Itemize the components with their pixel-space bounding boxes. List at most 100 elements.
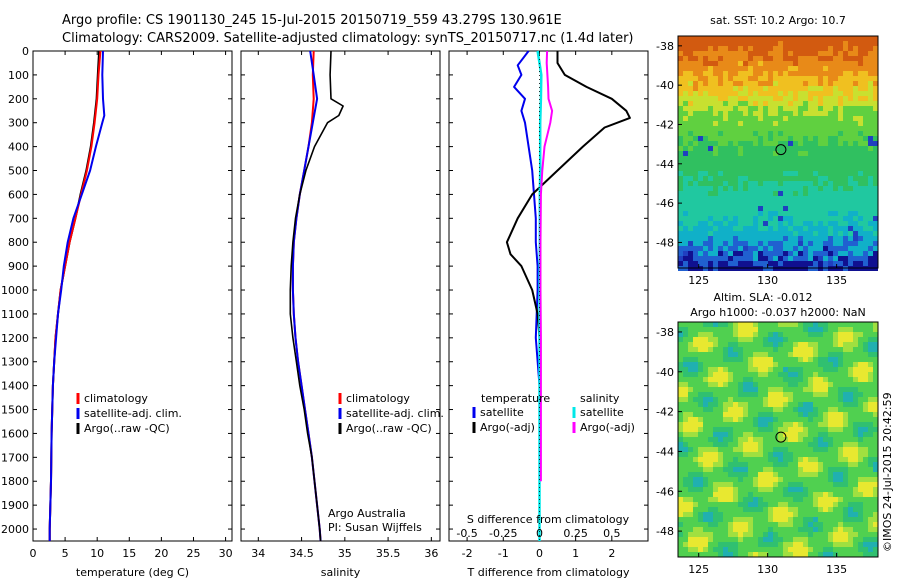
map-cell (728, 432, 733, 437)
map-cell (788, 402, 793, 407)
map-cell (808, 186, 813, 191)
map-cell (808, 362, 813, 367)
map-cell (753, 61, 758, 66)
map-cell (808, 502, 813, 507)
map-cell (833, 106, 838, 111)
map-cell (723, 151, 728, 156)
map-cell (708, 517, 713, 522)
map-cell (863, 332, 868, 337)
map-cell (808, 437, 813, 442)
map-cell (823, 322, 828, 327)
map-cell (783, 136, 788, 141)
map-cell (818, 442, 823, 447)
map-cell (858, 427, 863, 432)
map-cell (748, 36, 753, 41)
map-cell (858, 462, 863, 467)
map-cell (743, 191, 748, 196)
map-cell (823, 337, 828, 342)
map-cell (738, 397, 743, 402)
map-cell (848, 41, 853, 46)
map-cell (858, 532, 863, 537)
map-cell (683, 181, 688, 186)
map-cell (703, 372, 708, 377)
map-cell (803, 226, 808, 231)
map-cell (693, 246, 698, 251)
map-cell (713, 522, 718, 527)
map-cell (798, 261, 803, 266)
map-cell (858, 51, 863, 56)
map-cell (778, 512, 783, 517)
map-cell (768, 246, 773, 251)
map-cell (838, 382, 843, 387)
map-cell (748, 527, 753, 532)
map-cell (778, 507, 783, 512)
map-cell (783, 41, 788, 46)
map-cell (703, 487, 708, 492)
map-cell (813, 141, 818, 146)
map-cell (788, 56, 793, 61)
map-cell (773, 447, 778, 452)
map-cell (678, 402, 683, 407)
map-cell (853, 327, 858, 332)
map-cell (713, 402, 718, 407)
map-cell (798, 141, 803, 146)
map-cell (758, 56, 763, 61)
map-cell (813, 36, 818, 41)
map-cell (818, 492, 823, 497)
map-cell (733, 191, 738, 196)
map-cell (748, 171, 753, 176)
map-cell (693, 146, 698, 151)
map-cell (768, 342, 773, 347)
map-cell (713, 41, 718, 46)
map-cell (863, 231, 868, 236)
map-cell (733, 186, 738, 191)
map-cell (728, 472, 733, 477)
map-cell (718, 552, 723, 557)
map-cell (748, 347, 753, 352)
map-cell (758, 327, 763, 332)
map-cell (858, 347, 863, 352)
map-cell (708, 206, 713, 211)
map-cell (778, 221, 783, 226)
map-cell (863, 432, 868, 437)
map-cell (738, 121, 743, 126)
map-cell (733, 377, 738, 382)
map-cell (818, 367, 823, 372)
map-cell (828, 457, 833, 462)
map-cell (723, 46, 728, 51)
map-cell (848, 161, 853, 166)
map-cell (713, 186, 718, 191)
map-cell (853, 221, 858, 226)
map-cell (873, 537, 878, 542)
map-cell (828, 337, 833, 342)
map-cell (693, 447, 698, 452)
map-cell (753, 422, 758, 427)
map-cell (723, 191, 728, 196)
map-cell (838, 116, 843, 121)
map-cell (708, 472, 713, 477)
map-cell (788, 537, 793, 542)
map-cell (693, 347, 698, 352)
map-cell (723, 357, 728, 362)
map-cell (693, 452, 698, 457)
map-cell (733, 327, 738, 332)
map-cell (753, 507, 758, 512)
map-cell (838, 522, 843, 527)
map-cell (768, 221, 773, 226)
map-cell (748, 256, 753, 261)
map-cell (853, 131, 858, 136)
map-cell (808, 367, 813, 372)
map-cell (843, 86, 848, 91)
map-cell (753, 437, 758, 442)
map-cell (848, 547, 853, 552)
map-cell (763, 236, 768, 241)
map-cell (838, 81, 843, 86)
map-cell (808, 61, 813, 66)
map-cell (863, 462, 868, 467)
map-cell (718, 452, 723, 457)
map-cell (783, 201, 788, 206)
map-cell (768, 66, 773, 71)
map-cell (758, 532, 763, 537)
map-cell (693, 111, 698, 116)
map-cell (853, 527, 858, 532)
